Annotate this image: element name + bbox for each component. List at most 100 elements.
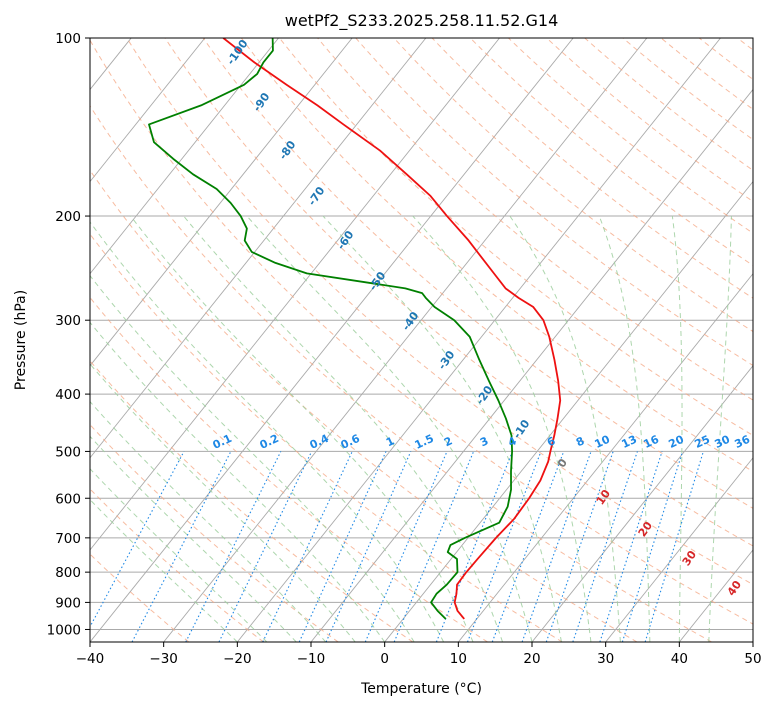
isotherm-line (236, 38, 721, 642)
moist-adiabat-line (130, 215, 474, 642)
x-tick-label: 0 (380, 651, 389, 667)
moist-adiabat-line (90, 400, 327, 642)
x-tick-label: −40 (76, 651, 105, 667)
mixing-ratio-label-group: 20 (667, 433, 687, 451)
mixing-ratio-label-group: 0.6 (339, 432, 362, 452)
x-tick-label: 30 (597, 651, 614, 667)
dry-adiabat-line (90, 423, 339, 642)
mixing-ratio-line (599, 451, 663, 642)
mixing-ratio-label: 36 (733, 433, 753, 451)
y-tick-label: 500 (55, 444, 81, 460)
dry-adiabat-line (355, 38, 753, 367)
mixing-ratio-line (325, 451, 412, 642)
moist-adiabat-line (90, 363, 356, 642)
x-tick-label: −10 (297, 651, 326, 667)
dry-adiabat-line (698, 38, 753, 81)
isotherm-line (752, 641, 753, 642)
theta-label: 20 (636, 519, 656, 539)
mixing-ratio-label: 25 (693, 433, 712, 451)
theta-label-group: -80 (276, 138, 298, 162)
moist-adiabat-line (322, 215, 562, 642)
theta-label-group: -50 (366, 269, 388, 293)
isotherm-line (457, 272, 753, 642)
dry-adiabat-line (90, 105, 712, 642)
mixing-ratio-label-group: 2 (442, 434, 454, 449)
mixing-ratio-line (298, 451, 387, 642)
mixing-ratio-line (262, 451, 353, 642)
mixing-ratio-label: 13 (620, 433, 639, 451)
dry-adiabat-line (508, 38, 753, 234)
moist-adiabat-line (90, 321, 386, 642)
moist-adiabat-line (708, 216, 732, 642)
isotherm-line (90, 38, 279, 275)
mixing-ratio-line (466, 451, 542, 642)
x-tick-label: 40 (671, 651, 688, 667)
isotherm-line (90, 38, 574, 642)
mixing-ratio-label-group: 10 (593, 433, 613, 451)
x-tick-label: 10 (450, 651, 467, 667)
moist-adiabat-line (90, 468, 268, 642)
moist-adiabat-line (671, 215, 683, 642)
theta-label-group: -20 (473, 383, 495, 407)
isotherm-line (90, 38, 353, 367)
dry-adiabat-line (469, 38, 753, 266)
moist-adiabat-line (509, 215, 621, 642)
y-tick-label: 600 (55, 491, 81, 507)
mixing-ratio-line (644, 451, 704, 642)
moist-adiabat-line (183, 215, 504, 642)
x-tick-label: 20 (523, 651, 540, 667)
mixing-ratio-line (218, 451, 313, 642)
y-tick-label: 800 (55, 565, 81, 581)
dry-adiabat-line (737, 38, 753, 51)
mixing-ratio-line (572, 451, 638, 642)
dry-adiabat-line (431, 38, 753, 299)
x-tick-label: −20 (223, 651, 252, 667)
theta-label: 10 (594, 487, 614, 507)
dry-adiabat-line (393, 38, 753, 333)
dry-adiabat-line (126, 38, 753, 586)
x-tick-label: −30 (149, 651, 178, 667)
mixing-ratio-line (545, 451, 614, 642)
mixing-ratio-line (621, 451, 684, 642)
mixing-ratio-label-group: 25 (693, 433, 712, 451)
dry-adiabat-line (279, 38, 753, 437)
theta-label-group: 30 (680, 548, 700, 568)
mixing-ratio-label-group: 16 (642, 433, 662, 451)
dry-adiabat-line (546, 38, 753, 203)
y-tick-label: 100 (55, 31, 81, 47)
x-tick-label: 50 (744, 651, 761, 667)
mixing-ratio-label-group: 8 (574, 434, 586, 449)
y-tick-label: 200 (55, 209, 81, 225)
mixing-ratio-label: 20 (667, 433, 687, 451)
mixing-ratio-line (185, 451, 282, 642)
dry-adiabat-line (90, 296, 488, 642)
theta-label: 30 (680, 548, 700, 568)
mixing-ratio-label-group: 30 (713, 433, 733, 451)
y-tick-label: 900 (55, 595, 81, 611)
x-axis-label: Temperature (°C) (360, 681, 482, 697)
moist-adiabat-line (598, 215, 651, 642)
mixing-ratio-label-group: 0.1 (211, 432, 234, 452)
theta-label-group: 40 (725, 578, 745, 598)
dry-adiabat-line (90, 233, 563, 642)
theta-label-group: 20 (636, 519, 656, 539)
dry-adiabat-line (240, 38, 753, 473)
isotherm-line (384, 180, 753, 642)
dry-adiabat-line (317, 38, 753, 401)
mixing-ratio-line (393, 451, 475, 642)
mixing-ratio-line (491, 451, 565, 642)
y-axis-label: Pressure (hPa) (13, 290, 29, 390)
theta-label-group: 10 (594, 487, 614, 507)
mixing-ratio-label-group: 3 (478, 434, 490, 449)
moist-adiabat-line (90, 274, 415, 642)
dry-adiabat-line (90, 488, 264, 642)
dry-adiabat-line (90, 39, 753, 625)
moist-adiabat-line (412, 215, 592, 642)
y-tick-label: 700 (55, 531, 81, 547)
dry-adiabat-line (202, 38, 753, 509)
mixing-ratio-line (521, 451, 592, 642)
mixing-ratio-label: 10 (593, 433, 613, 451)
isotherm-line (163, 38, 648, 642)
theta-label-group: 0 (555, 456, 570, 470)
